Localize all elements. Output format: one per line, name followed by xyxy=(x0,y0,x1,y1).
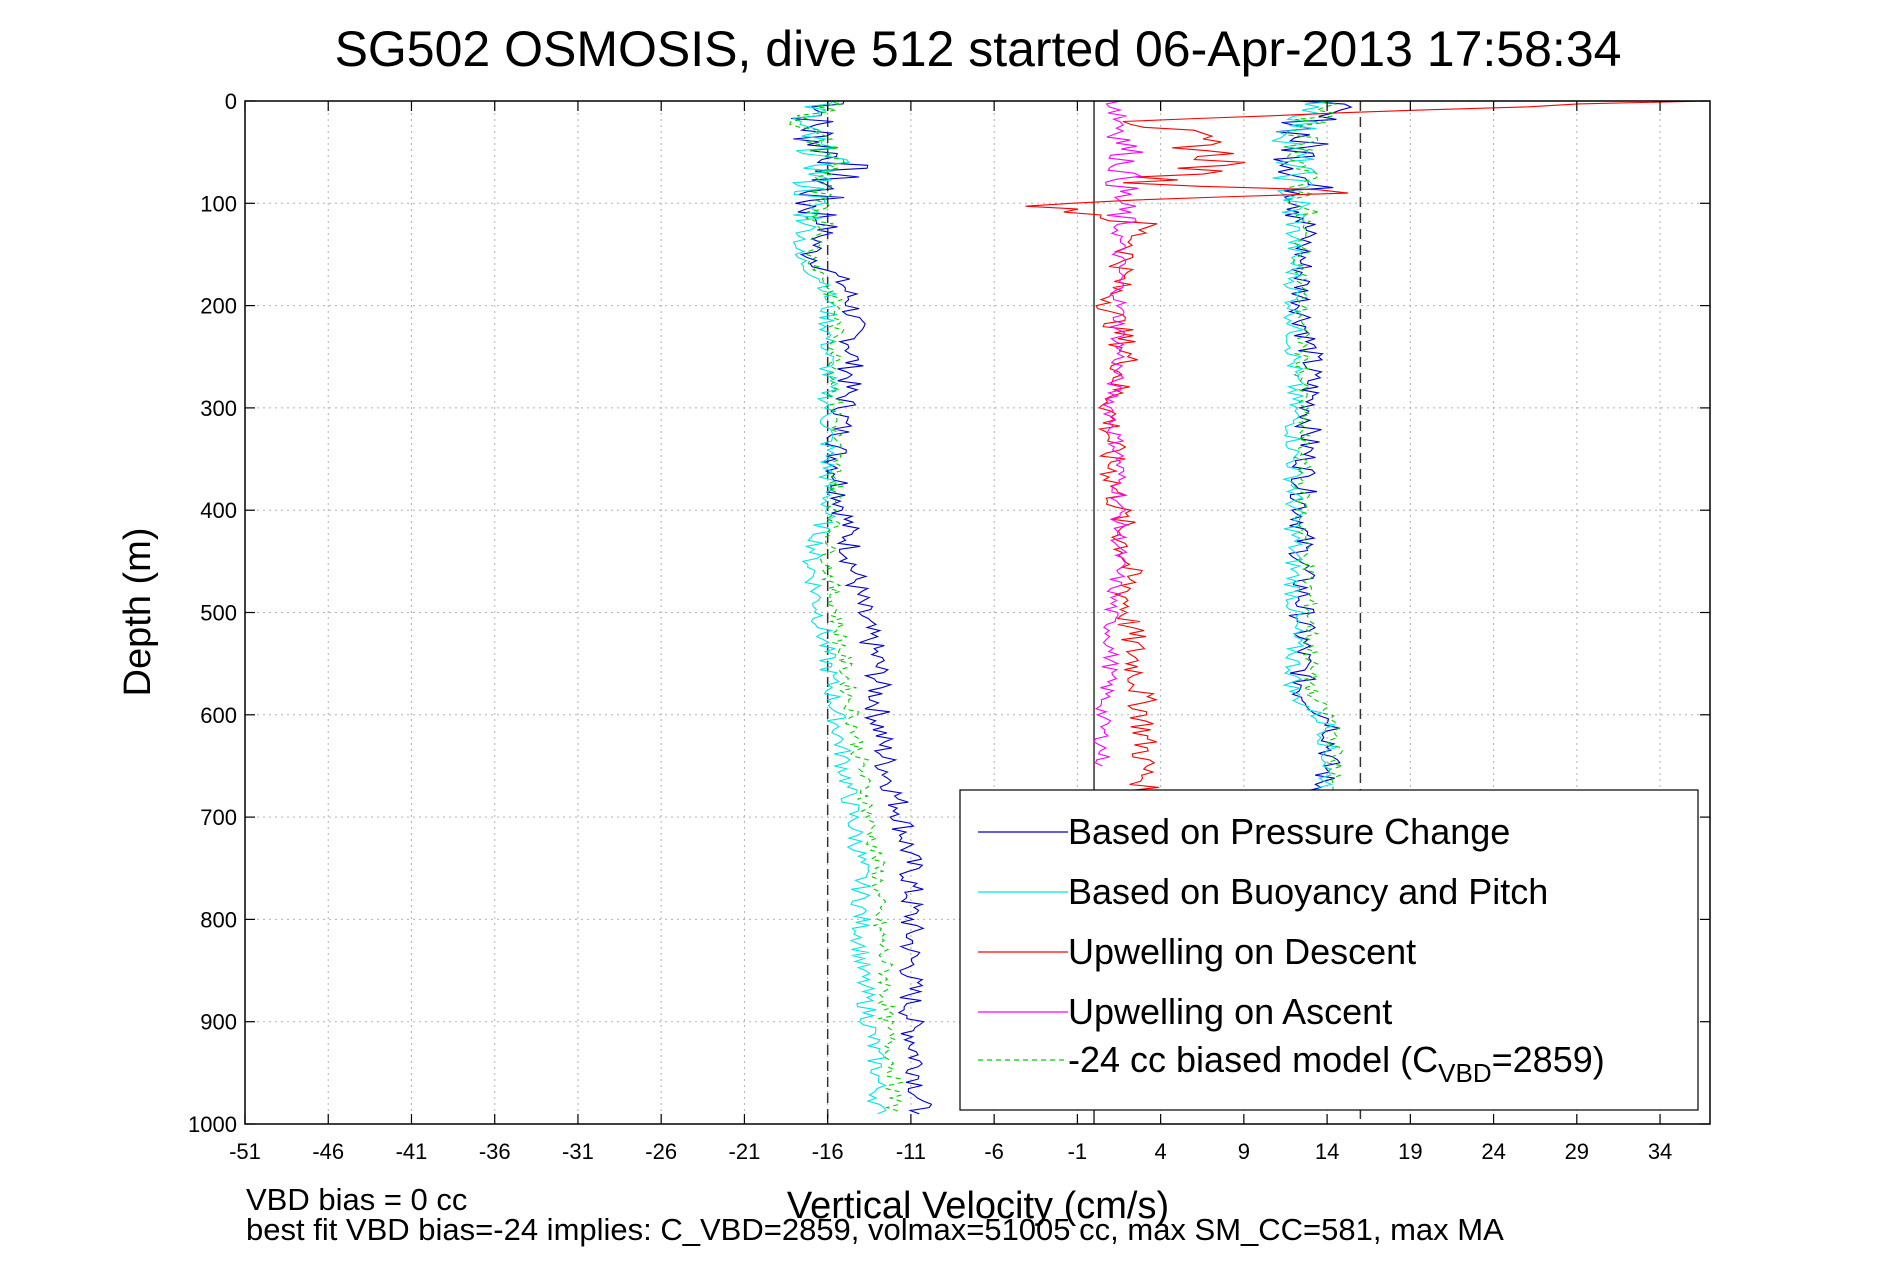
legend-entry: -24 cc biased model (CVBD=2859) xyxy=(1068,1039,1605,1088)
legend-box xyxy=(959,789,1699,1111)
x-tick-label: -41 xyxy=(396,1139,428,1164)
x-tick-label: 9 xyxy=(1238,1139,1250,1164)
series-line-descent xyxy=(791,100,887,1115)
y-tick-label: 200 xyxy=(200,294,237,319)
x-tick-label: 29 xyxy=(1565,1139,1589,1164)
series-line-descent xyxy=(789,100,904,1115)
chart-title: SG502 OSMOSIS, dive 512 started 06-Apr-2… xyxy=(335,21,1622,77)
y-tick-label: 700 xyxy=(200,805,237,830)
y-tick-label: 500 xyxy=(200,601,237,626)
y-tick-label: 400 xyxy=(200,498,237,523)
y-tick-label: 100 xyxy=(200,191,237,216)
x-tick-label: -26 xyxy=(645,1139,677,1164)
x-tick-label: -6 xyxy=(984,1139,1004,1164)
series-line-descent xyxy=(791,100,933,1115)
x-tick-label: 19 xyxy=(1398,1139,1422,1164)
series-lines xyxy=(789,100,1708,1115)
legend: Based on Pressure Change Based on Buoyanc… xyxy=(959,789,1699,1111)
footer-vbd-bias: VBD bias = 0 cc xyxy=(246,1182,467,1217)
y-tick-label: 0 xyxy=(225,89,237,114)
x-tick-label: -11 xyxy=(896,1139,926,1164)
ticks: -51 -46 -41 -36 -31 -26 -21 -16 -11 -6 -1 4 9 14 19 24 2… xyxy=(188,89,1710,1164)
x-tick-label: -16 xyxy=(812,1139,844,1164)
legend-entry: Upwelling on Ascent xyxy=(1068,991,1392,1032)
x-axis-label: Vertical Velocity (cm/s) xyxy=(787,1185,1169,1227)
x-tick-label: -36 xyxy=(479,1139,511,1164)
x-tick-label: 24 xyxy=(1481,1139,1505,1164)
footer-best-fit: best fit VBD bias=-24 implies: C_VBD=285… xyxy=(246,1212,1504,1247)
series-line-ascent xyxy=(1093,100,1144,767)
x-tick-label: -51 xyxy=(229,1139,261,1164)
x-tick-label: -31 xyxy=(562,1139,594,1164)
y-axis-label: Depth (m) xyxy=(117,528,159,697)
series-line-ascent xyxy=(1273,100,1353,798)
legend-entry: Based on Buoyancy and Pitch xyxy=(1068,871,1548,912)
y-tick-label: 1000 xyxy=(188,1112,237,1137)
y-tick-label: 900 xyxy=(200,1010,237,1035)
legend-entry: Upwelling on Descent xyxy=(1068,931,1416,972)
y-tick-label: 300 xyxy=(200,396,237,421)
series-line-ascent xyxy=(1271,100,1341,798)
x-tick-label: 4 xyxy=(1155,1139,1167,1164)
series-line-descent xyxy=(1025,100,1708,798)
legend-entry: Based on Pressure Change xyxy=(1068,811,1510,852)
x-tick-label: -1 xyxy=(1068,1139,1088,1164)
x-tick-label: -46 xyxy=(312,1139,344,1164)
x-tick-label: -21 xyxy=(729,1139,761,1164)
x-tick-label: 14 xyxy=(1315,1139,1339,1164)
y-tick-label: 800 xyxy=(200,907,237,932)
y-tick-label: 600 xyxy=(200,703,237,728)
series-line-ascent xyxy=(1283,100,1344,798)
x-tick-label: 34 xyxy=(1648,1139,1672,1164)
